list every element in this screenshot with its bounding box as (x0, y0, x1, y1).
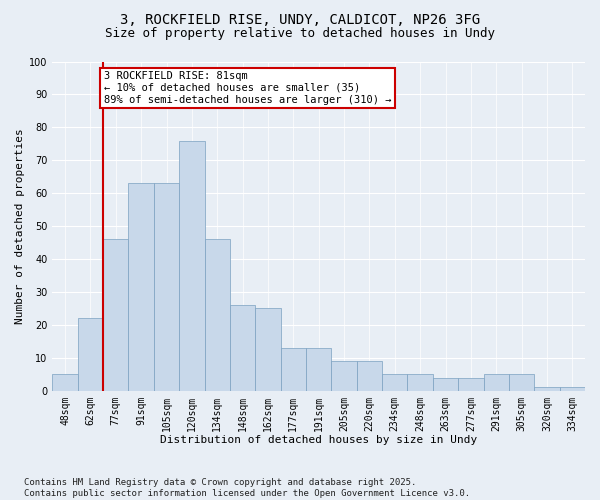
Bar (357, 361, 382, 390)
Bar (154, 184, 179, 390)
Text: Contains HM Land Registry data © Crown copyright and database right 2025.
Contai: Contains HM Land Registry data © Crown c… (24, 478, 470, 498)
Bar (534, 388, 560, 390)
Bar (484, 374, 509, 390)
Text: 3 ROCKFIELD RISE: 81sqm
← 10% of detached houses are smaller (35)
89% of semi-de: 3 ROCKFIELD RISE: 81sqm ← 10% of detache… (104, 72, 391, 104)
Bar (78, 318, 103, 390)
Bar (560, 388, 585, 390)
Bar (255, 308, 281, 390)
Bar (509, 374, 534, 390)
Bar (128, 184, 154, 390)
Bar (306, 348, 331, 391)
Bar (205, 240, 230, 390)
Bar (331, 361, 357, 390)
X-axis label: Distribution of detached houses by size in Undy: Distribution of detached houses by size … (160, 435, 478, 445)
Bar (407, 374, 433, 390)
Y-axis label: Number of detached properties: Number of detached properties (15, 128, 25, 324)
Bar (433, 378, 458, 390)
Bar (230, 305, 255, 390)
Text: Size of property relative to detached houses in Undy: Size of property relative to detached ho… (105, 28, 495, 40)
Bar (382, 374, 407, 390)
Bar (179, 140, 205, 390)
Text: 3, ROCKFIELD RISE, UNDY, CALDICOT, NP26 3FG: 3, ROCKFIELD RISE, UNDY, CALDICOT, NP26 … (120, 12, 480, 26)
Bar (281, 348, 306, 391)
Bar (103, 240, 128, 390)
Bar (52, 374, 78, 390)
Bar (458, 378, 484, 390)
